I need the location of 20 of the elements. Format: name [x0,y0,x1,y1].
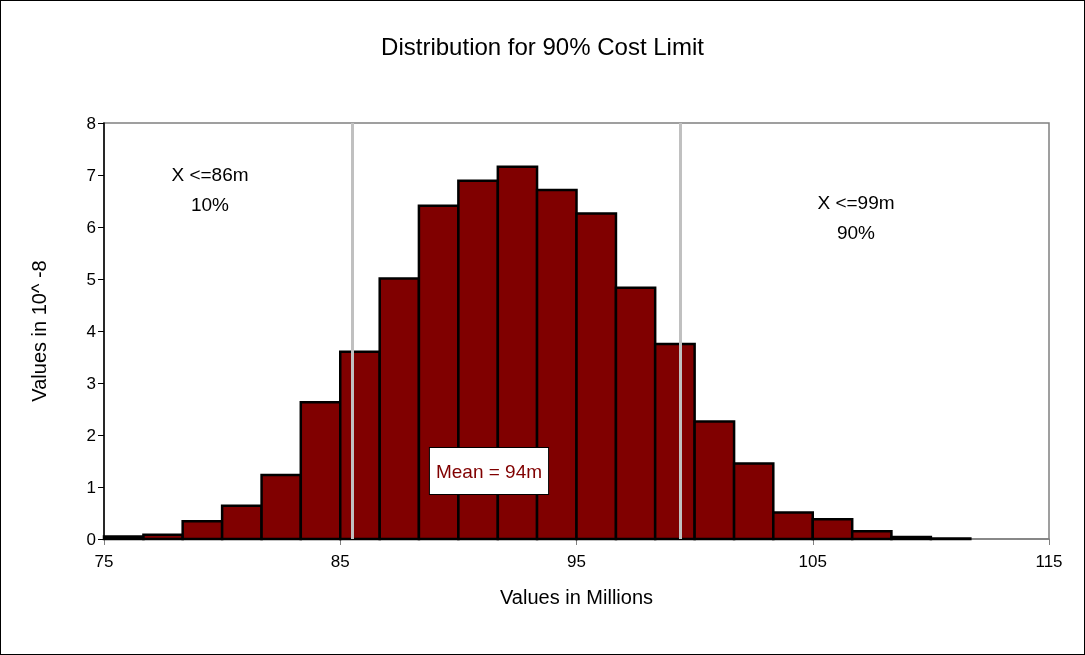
y-tick-label: 0 [86,529,96,549]
annotation: X <=99m 90% [817,191,895,243]
y-tick-label: 3 [86,373,96,393]
y-axis-title: Values in 10^ -8 [28,260,50,402]
x-axis-title: Values in Millions [499,586,654,608]
annotation: Mean = 94m [435,460,543,482]
chart-title: Distribution for 90% Cost Limit [381,32,705,60]
y-tick-label: 6 [86,217,96,237]
x-tick-label: 95 [567,552,586,571]
y-tick-label: 7 [86,165,96,185]
y-tick-label: 5 [86,269,96,289]
y-tick-label: 2 [86,425,96,445]
annotation: X <=86m 10% [171,163,249,215]
x-tick-label: 105 [798,552,827,571]
y-tick-label: 8 [86,113,96,133]
y-tick-label: 4 [86,321,96,341]
x-tick-label: 85 [330,552,350,571]
y-tick-label: 1 [86,477,96,497]
x-tick-label: 75 [94,552,114,571]
x-tick-label: 115 [1035,552,1063,571]
